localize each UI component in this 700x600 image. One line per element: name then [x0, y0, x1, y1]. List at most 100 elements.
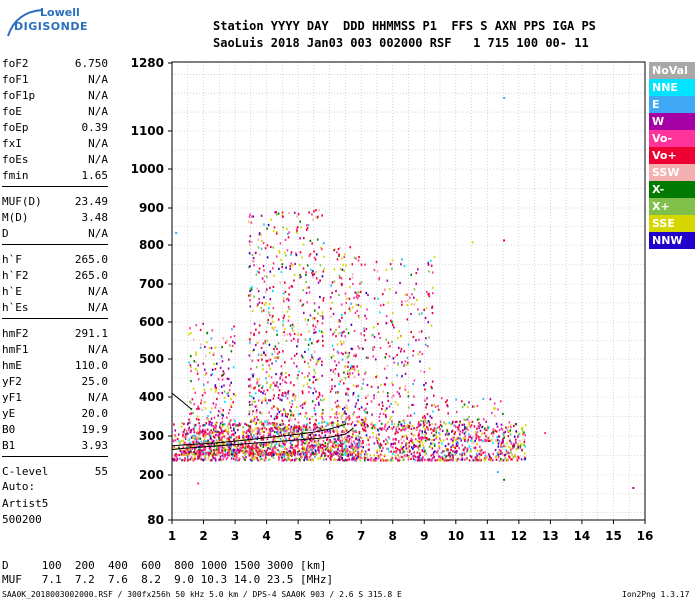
echo-point: [322, 299, 325, 302]
echo-point: [228, 423, 230, 426]
legend-item-ssw: SSW: [649, 164, 695, 181]
echo-point: [212, 425, 215, 428]
echo-point: [510, 458, 512, 461]
echo-point: [293, 279, 295, 282]
echo-point: [195, 441, 198, 444]
echo-point: [320, 330, 323, 333]
echo-point: [503, 454, 506, 457]
echo-point: [363, 420, 366, 423]
echo-point: [365, 407, 367, 410]
echo-point: [349, 286, 351, 289]
echo-point: [314, 258, 317, 261]
echo-point: [292, 393, 295, 396]
echo-point: [378, 419, 381, 422]
echo-point: [293, 452, 295, 455]
echo-point: [289, 265, 291, 268]
echo-point: [182, 433, 184, 436]
echo-point: [271, 326, 273, 329]
echo-point: [234, 452, 237, 455]
echo-point: [266, 437, 269, 441]
echo-point: [318, 434, 320, 437]
echo-point: [208, 448, 211, 451]
echo-point: [285, 376, 287, 379]
echo-point: [211, 422, 213, 425]
echo-point: [256, 305, 258, 308]
echo-point: [341, 313, 343, 316]
echo-point: [270, 245, 272, 249]
echo-point: [382, 390, 384, 393]
echo-point: [484, 454, 487, 457]
echo-point: [273, 347, 275, 351]
echo-point: [283, 430, 285, 433]
echo-point: [221, 346, 223, 349]
echo-point: [252, 447, 254, 450]
echo-point: [319, 425, 322, 428]
param-label: hmF1: [2, 343, 29, 356]
echo-point: [400, 423, 403, 426]
echo-point: [491, 459, 494, 462]
echo-point: [473, 446, 475, 449]
echo-point: [361, 387, 363, 390]
echo-point: [285, 448, 288, 451]
echo-point: [230, 447, 232, 450]
echo-point: [314, 426, 316, 429]
echo-point: [306, 436, 308, 439]
echo-point: [337, 437, 340, 440]
echo-point: [400, 335, 402, 338]
echo-point: [306, 382, 309, 385]
echo-point: [247, 444, 250, 447]
echo-point: [274, 211, 276, 214]
echo-point: [424, 453, 427, 456]
echo-point: [456, 438, 458, 441]
echo-point: [462, 429, 464, 432]
echo-point: [283, 331, 285, 334]
echo-point: [379, 311, 381, 314]
echo-point: [174, 429, 177, 432]
echo-point: [286, 451, 289, 454]
echo-point: [278, 393, 280, 397]
echo-point: [472, 442, 475, 445]
echo-point: [354, 291, 357, 294]
echo-point: [227, 432, 229, 436]
echo-point: [393, 450, 395, 453]
echo-point: [356, 297, 359, 300]
echo-point: [468, 415, 470, 418]
echo-point: [276, 347, 278, 350]
echo-point: [342, 353, 344, 356]
echo-point: [317, 427, 319, 431]
echo-point: [277, 408, 279, 411]
echo-point: [328, 422, 331, 425]
echo-point: [302, 428, 304, 431]
echo-point: [259, 438, 262, 441]
echo-point: [247, 378, 250, 381]
echo-point: [360, 263, 363, 266]
echo-point: [316, 322, 319, 325]
echo-point: [276, 230, 278, 234]
echo-point: [223, 372, 225, 375]
echo-point: [343, 330, 345, 333]
echo-point: [347, 388, 350, 391]
echo-point: [253, 440, 256, 444]
echo-point: [296, 231, 298, 234]
echo-point: [227, 378, 230, 381]
echo-point: [378, 278, 380, 281]
echo-point: [398, 427, 401, 431]
echo-point: [264, 342, 266, 345]
echo-point: [344, 440, 347, 443]
echo-point: [288, 374, 290, 377]
echo-point: [488, 458, 490, 461]
echo-point: [279, 376, 282, 379]
param-label: fmin: [2, 169, 29, 182]
echo-point: [264, 459, 266, 462]
echo-point: [322, 344, 324, 347]
echo-point: [215, 453, 218, 456]
echo-point: [358, 255, 360, 259]
echo-point: [300, 455, 302, 458]
param-value: 25.0: [81, 375, 109, 388]
echo-point: [357, 259, 360, 262]
echo-point: [195, 418, 198, 421]
echo-point: [271, 452, 273, 455]
echo-point: [200, 440, 203, 443]
echo-point: [319, 398, 322, 401]
x-tick-label: 15: [605, 529, 622, 543]
